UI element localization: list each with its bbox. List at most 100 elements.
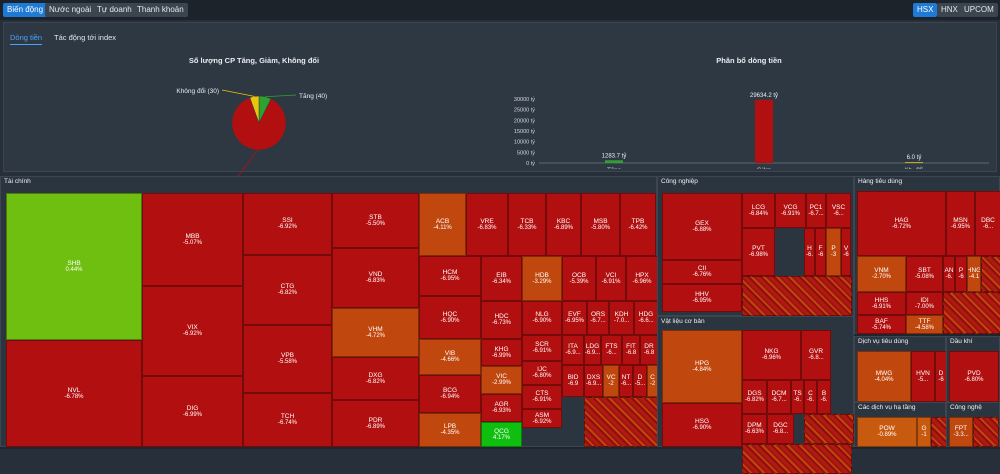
exchange-upcom[interactable]: UPCOM: [960, 3, 998, 17]
stock-tile[interactable]: SHB 0.44%: [6, 193, 142, 340]
stock-tile[interactable]: HDG -6.6...: [634, 301, 658, 335]
stock-tile[interactable]: HNG -4.1: [967, 256, 981, 292]
stock-tile[interactable]: ITA -6.9...: [562, 335, 584, 365]
stock-tile[interactable]: VHM -4.72%: [332, 308, 419, 357]
stock-tile[interactable]: SSI -6.92%: [243, 193, 332, 255]
exchange-hsx[interactable]: HSX: [913, 3, 938, 17]
stock-tile[interactable]: HDC -6.73%: [481, 301, 522, 339]
stock-tile[interactable]: QCG 4.17%: [481, 422, 522, 447]
stock-tile[interactable]: HVN -5...: [911, 351, 935, 402]
stock-tile[interactable]: TTF -4.58%: [906, 315, 943, 334]
subtab-tac-dong[interactable]: Tác động tới index: [54, 33, 117, 42]
stock-tile[interactable]: KBC -6.89%: [546, 193, 581, 256]
tab-thanh-khoan[interactable]: Thanh khoản: [133, 3, 188, 17]
stock-tile[interactable]: BID -6.9: [562, 365, 584, 397]
stock-tile[interactable]: D -5...: [633, 365, 647, 397]
stock-tile[interactable]: PVD -6.80%: [949, 351, 999, 402]
stock-tile[interactable]: NVL -6.78%: [6, 340, 142, 447]
stock-tile[interactable]: KDH -7.0...: [609, 301, 634, 335]
stock-tile[interactable]: P -6: [955, 256, 967, 292]
stock-tile[interactable]: B -6.: [817, 380, 831, 414]
stock-tile[interactable]: DBC -6...: [975, 191, 1000, 256]
stock-tile[interactable]: DXS -6.9...: [584, 365, 603, 397]
stock-tile[interactable]: CII -6.76%: [662, 260, 742, 284]
stock-tile[interactable]: DR -6.8: [640, 335, 658, 365]
stock-tile[interactable]: HSG -6.90%: [662, 403, 742, 447]
stock-tile[interactable]: EVF -6.95%: [562, 301, 587, 335]
stock-tile[interactable]: BCG -6.94%: [419, 375, 481, 413]
stock-tile[interactable]: KHG -6.99%: [481, 339, 522, 366]
tab-tu-doanh[interactable]: Tự doanh: [93, 3, 136, 17]
stock-tile[interactable]: AN -6.: [943, 256, 955, 292]
stock-tile[interactable]: ACB -4.11%: [419, 193, 466, 256]
stock-tile[interactable]: TCB -6.33%: [508, 193, 546, 256]
subtab-dong-tien[interactable]: Dòng tiền: [10, 33, 43, 45]
stock-tile[interactable]: V -6: [841, 228, 851, 276]
stock-tile[interactable]: NT -6...: [619, 365, 633, 397]
stock-tile[interactable]: HPX -6.96%: [626, 256, 658, 301]
stock-tile[interactable]: HHS -6.91%: [857, 292, 906, 315]
stock-tile[interactable]: PDR -6.89%: [332, 400, 419, 447]
stock-tile[interactable]: MBB -5.07%: [142, 193, 243, 286]
stock-tile[interactable]: AGR -6.93%: [481, 394, 522, 422]
stock-tile[interactable]: P -3: [826, 228, 841, 276]
stock-tile[interactable]: VPB -5.58%: [243, 325, 332, 393]
stock-tile[interactable]: DGC -6.8...: [767, 414, 794, 444]
stock-tile[interactable]: DGS -6.82%: [742, 380, 767, 414]
stock-tile[interactable]: VCG -6.91%: [775, 193, 806, 228]
stock-tile[interactable]: TCH -6.74%: [243, 393, 332, 447]
stock-tile[interactable]: STB -5.50%: [332, 193, 419, 248]
stock-tile[interactable]: DCM -6.7...: [767, 380, 791, 414]
stock-tile[interactable]: FPT -3.3...: [949, 417, 973, 447]
stock-tile[interactable]: POW -0.89%: [857, 417, 917, 447]
stock-tile[interactable]: DXG -6.82%: [332, 357, 419, 400]
stock-tile[interactable]: VC -2: [603, 365, 619, 397]
stock-tile[interactable]: MSN -6.95%: [946, 191, 975, 256]
stock-tile[interactable]: CTG -6.82%: [243, 255, 332, 325]
stock-tile[interactable]: GVR -6.8...: [801, 330, 831, 380]
stock-tile[interactable]: SCR -6.91%: [522, 335, 562, 361]
stock-tile[interactable]: CTS -6.91%: [522, 385, 562, 409]
stock-tile[interactable]: VNM -2.70%: [857, 256, 906, 292]
stock-tile[interactable]: EIB -6.34%: [481, 256, 522, 301]
stock-tile[interactable]: DPM -6.63%: [742, 414, 767, 444]
stock-tile[interactable]: VND -6.83%: [332, 248, 419, 308]
stock-tile[interactable]: TPB -6.42%: [620, 193, 656, 256]
stock-tile[interactable]: NKG -6.96%: [742, 330, 801, 380]
stock-tile[interactable]: OCB -5.39%: [562, 256, 596, 301]
stock-tile[interactable]: MWG -4.04%: [857, 351, 911, 402]
stock-tile[interactable]: HQC -6.90%: [419, 296, 481, 339]
stock-tile[interactable]: LPB -4.35%: [419, 413, 481, 447]
tab-bien-dong[interactable]: Biến động: [3, 3, 48, 17]
stock-tile[interactable]: H -6.: [804, 228, 815, 276]
stock-tile[interactable]: HHV -6.95%: [662, 284, 742, 312]
stock-tile[interactable]: FIT -6.8: [622, 335, 640, 365]
stock-tile[interactable]: HDB -3.29%: [522, 256, 562, 301]
stock-tile[interactable]: PVT -6.98%: [742, 228, 775, 276]
stock-tile[interactable]: PC1 -6.7...: [806, 193, 826, 228]
stock-tile[interactable]: MSB -5.80%: [581, 193, 620, 256]
stock-tile[interactable]: HPG -4.84%: [662, 330, 742, 403]
stock-tile[interactable]: VCI -6.91%: [596, 256, 626, 301]
exchange-hnx[interactable]: HNX: [937, 3, 962, 17]
stock-tile[interactable]: ORS -6.7...: [587, 301, 609, 335]
stock-tile[interactable]: ASM -6.92%: [522, 409, 562, 428]
stock-tile[interactable]: LCG -6.84%: [742, 193, 775, 228]
stock-tile[interactable]: VIC -2.99%: [481, 366, 522, 394]
stock-tile[interactable]: C -6.: [804, 380, 817, 414]
stock-tile[interactable]: DIG -6.99%: [142, 376, 243, 447]
stock-tile[interactable]: G -1: [917, 417, 931, 447]
stock-tile[interactable]: IDI -7.00%: [906, 292, 943, 315]
stock-tile[interactable]: SBT -5.08%: [906, 256, 943, 292]
stock-tile[interactable]: IJC -6.80%: [522, 361, 562, 385]
stock-tile[interactable]: VRE -6.83%: [466, 193, 508, 256]
stock-tile[interactable]: FTS -6...: [601, 335, 622, 365]
stock-tile[interactable]: VIX -6.92%: [142, 286, 243, 376]
stock-tile[interactable]: HCM -6.95%: [419, 256, 481, 296]
stock-tile[interactable]: NLG -6.90%: [522, 301, 562, 335]
tab-nuoc-ngoai[interactable]: Nước ngoài: [45, 3, 96, 17]
stock-tile[interactable]: VIB -4.66%: [419, 339, 481, 375]
stock-tile[interactable]: BAF -5.74%: [857, 315, 906, 334]
stock-tile[interactable]: HAG -6.72%: [857, 191, 946, 256]
stock-tile[interactable]: LDG -6.9...: [584, 335, 601, 365]
